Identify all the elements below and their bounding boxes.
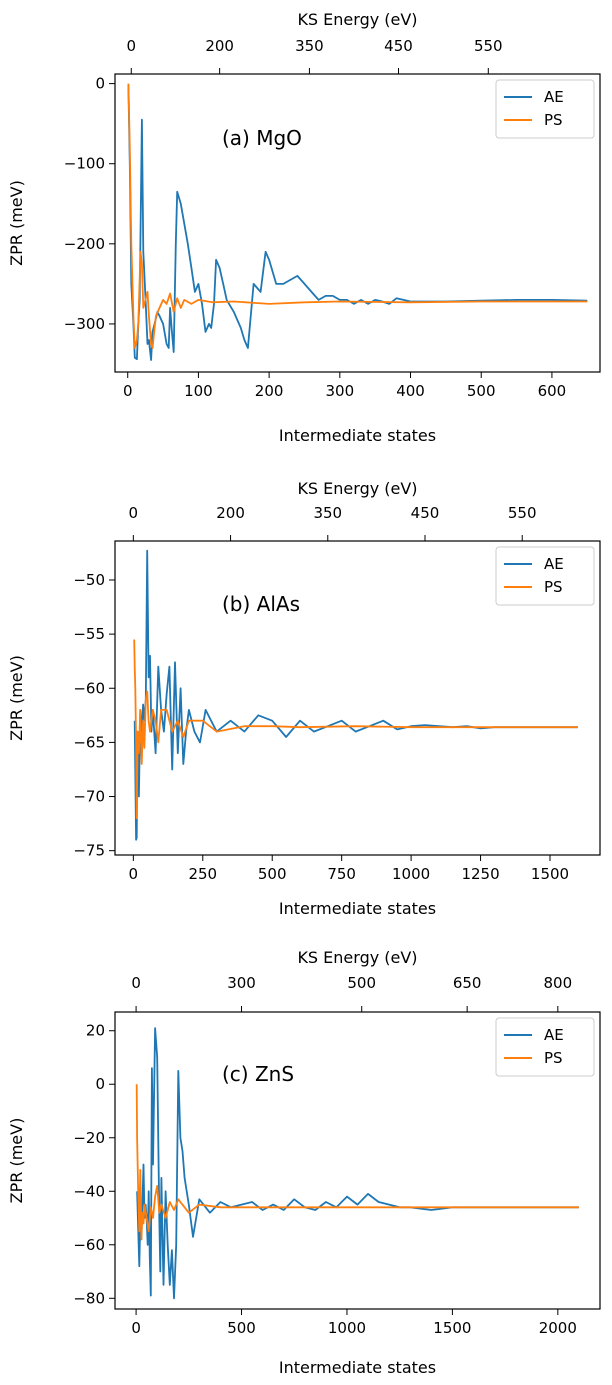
x-tick-label: 500 (258, 865, 287, 883)
chart-panel-2: 0 250 500 750 1000 1250 1500 −50 −55 −60 −65 −70 −75… (7, 479, 601, 918)
x-tick-label: 500 (227, 1319, 256, 1337)
x-tick-label: 250 (188, 865, 217, 883)
y-tick-label: −70 (73, 788, 105, 806)
y-tick-label: −50 (73, 571, 105, 589)
y-axis-title: ZPR (meV) (7, 1118, 26, 1204)
x-tick-label: 500 (467, 382, 496, 400)
x-tick-label: 1000 (328, 1319, 366, 1337)
legend-box (495, 546, 595, 606)
y-tick-label: 0 (95, 1075, 105, 1093)
chart-panel-3: 0 500 1000 1500 2000 20 0 −20 −40 −60 −80 0 300 500 65… (7, 948, 601, 1377)
x-tick-label: 750 (327, 865, 356, 883)
top-axis-title: KS Energy (eV) (297, 948, 417, 967)
top-tick-label: 550 (474, 37, 503, 55)
x-tick-label: 0 (129, 865, 139, 883)
top-axis-title: KS Energy (eV) (297, 479, 417, 498)
x-tick-label: 0 (131, 1319, 141, 1337)
y-tick-label: −55 (73, 625, 105, 643)
y-tick-label: −100 (64, 155, 105, 173)
x-tick-label: 100 (184, 382, 213, 400)
y-tick-label: −80 (73, 1289, 105, 1307)
top-tick-label: 550 (508, 504, 537, 522)
series-line-ps (133, 639, 578, 820)
x-axis-title: Intermediate states (279, 899, 436, 918)
top-tick-label: 500 (347, 974, 376, 992)
x-tick-label: 200 (255, 382, 284, 400)
y-tick-label: −60 (73, 1236, 105, 1254)
top-tick-label: 200 (205, 37, 234, 55)
legend-label: AE (544, 555, 564, 573)
legend-box (495, 1017, 595, 1077)
series-line-ps (135, 1084, 579, 1241)
plot-frame (114, 1011, 601, 1310)
legend-label: PS (544, 1049, 563, 1067)
panel-annotation: (a) MgO (222, 126, 302, 150)
x-tick-label: 0 (123, 382, 133, 400)
top-tick-label: 0 (129, 504, 139, 522)
top-tick-label: 650 (453, 974, 482, 992)
y-tick-label: −65 (73, 733, 105, 751)
plot-frame (114, 73, 601, 373)
chart-panel-1: 0 100 200 300 400 500 600 0 −100 −200 −300 0 200 350 4… (7, 10, 601, 445)
top-tick-label: 0 (126, 37, 136, 55)
y-tick-label: −60 (73, 679, 105, 697)
y-tick-label: 0 (95, 75, 105, 93)
x-tick-label: 400 (396, 382, 425, 400)
x-tick-label: 600 (538, 382, 567, 400)
y-tick-label: −300 (64, 315, 105, 333)
y-tick-label: −40 (73, 1182, 105, 1200)
x-tick-label: 1000 (392, 865, 430, 883)
top-tick-label: 200 (216, 504, 245, 522)
panel-annotation: (c) ZnS (222, 1062, 294, 1086)
top-tick-label: 300 (227, 974, 256, 992)
x-tick-label: 1500 (531, 865, 569, 883)
top-tick-label: 350 (295, 37, 324, 55)
x-tick-label: 1500 (433, 1319, 471, 1337)
legend-label: AE (544, 88, 564, 106)
top-tick-label: 350 (313, 504, 342, 522)
y-tick-label: −75 (73, 842, 105, 860)
legend: AE PS (495, 1017, 595, 1077)
y-tick-label: −200 (64, 235, 105, 253)
y-tick-label: 20 (86, 1022, 105, 1040)
x-tick-label: 1250 (461, 865, 499, 883)
x-axis-title: Intermediate states (279, 1358, 436, 1377)
top-axis-title: KS Energy (eV) (297, 10, 417, 29)
panel-annotation: (b) AlAs (222, 592, 300, 616)
series-line-ae (136, 1027, 579, 1300)
y-axis-title: ZPR (meV) (7, 180, 26, 266)
y-tick-label: −20 (73, 1129, 105, 1147)
x-axis-title: Intermediate states (279, 426, 436, 445)
legend-label: PS (544, 578, 563, 596)
legend: AE PS (495, 546, 595, 606)
legend-label: PS (544, 111, 563, 129)
plot-frame (114, 540, 601, 856)
y-axis-title: ZPR (meV) (7, 655, 26, 741)
legend-label: AE (544, 1026, 564, 1044)
legend-box (495, 79, 595, 139)
top-tick-label: 450 (411, 504, 440, 522)
series-line-ps (127, 83, 588, 349)
x-tick-label: 300 (326, 382, 355, 400)
legend: AE PS (495, 79, 595, 139)
top-tick-label: 800 (544, 974, 573, 992)
top-tick-label: 0 (131, 974, 141, 992)
x-tick-label: 2000 (539, 1319, 577, 1337)
top-tick-label: 450 (384, 37, 413, 55)
